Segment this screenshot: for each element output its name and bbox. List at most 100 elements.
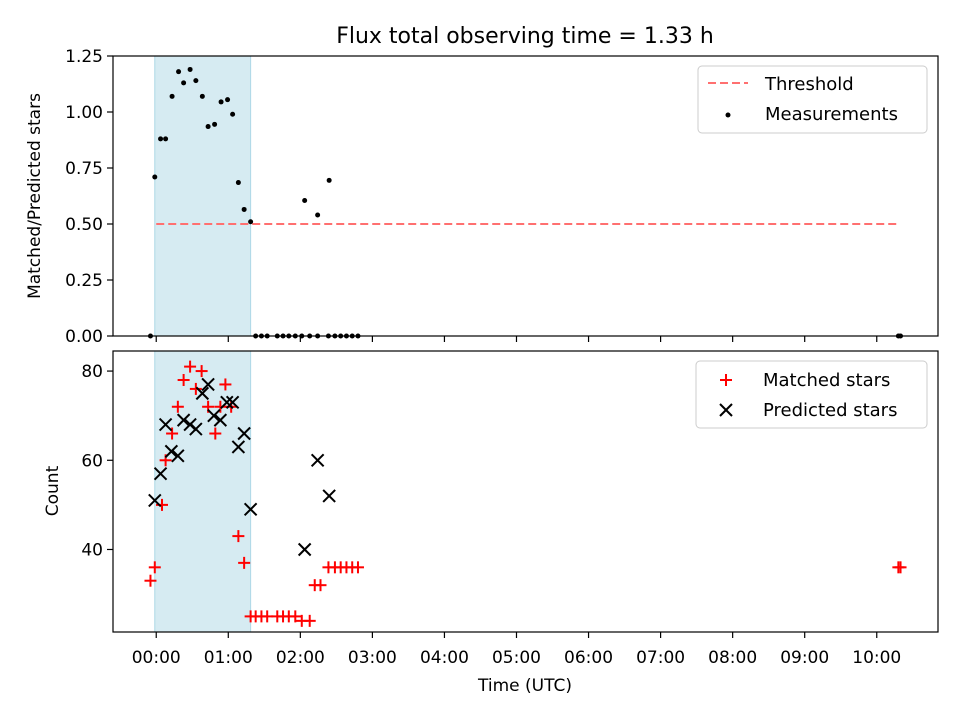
predicted-star-marker	[322, 489, 336, 503]
measurement-point	[248, 219, 254, 225]
matched-star-marker	[209, 427, 222, 440]
count-y-tick-label: 60	[81, 451, 103, 471]
ratio-y-tick-label: 0.50	[65, 215, 103, 235]
measurement-point	[225, 97, 231, 103]
matched-star-marker	[214, 400, 227, 413]
matched-star-marker	[238, 556, 251, 569]
ratio-y-tick-label: 0.25	[65, 271, 103, 291]
x-tick-label: 05:00	[492, 648, 541, 668]
matched-star-marker	[184, 360, 197, 373]
matched-star-marker	[261, 610, 274, 623]
count-y-tick-label: 40	[81, 540, 103, 560]
measurement-point	[169, 93, 175, 99]
matched-star-marker	[189, 382, 202, 395]
x-tick-label: 04:00	[420, 648, 469, 668]
measurement-point	[205, 124, 211, 130]
predicted-star-marker	[243, 502, 258, 517]
ratio-y-axis-label: Matched/Predicted stars	[25, 93, 45, 299]
predicted-star-marker	[207, 408, 221, 423]
matched-star-marker	[289, 610, 302, 623]
measurement-point	[193, 78, 199, 84]
count-panel: 40 60 80 00:00 01:00 02:00 03:00 04:00 05:00 06:…	[43, 350, 939, 696]
measurement-point	[235, 180, 241, 186]
ratio-y-tick-label: 0.00	[65, 327, 103, 347]
predicted-star-marker	[158, 417, 173, 432]
count-y-axis-label: Count	[43, 465, 63, 516]
predicted-star-marker	[164, 444, 179, 459]
measurement-point	[315, 212, 321, 218]
measurement-point	[158, 136, 164, 142]
ratio-y-tick-label: 1.25	[65, 47, 103, 67]
predicted-star-marker	[297, 542, 312, 557]
measurement-point	[181, 80, 187, 86]
measurement-point	[152, 174, 158, 180]
predicted-star-marker	[310, 453, 325, 467]
count-legend: Matched stars Predicted stars	[695, 360, 928, 429]
measurement-point	[218, 99, 224, 105]
legend-matched-swatch	[720, 374, 732, 386]
matched-star-marker	[195, 365, 208, 378]
matched-star-marker	[177, 373, 190, 386]
x-tick-label: 00:00	[132, 648, 181, 668]
predicted-star-marker	[220, 395, 234, 410]
measurement-point	[241, 206, 247, 212]
matched-star-marker	[894, 561, 907, 574]
chart-title: Flux total observing time = 1.33 h	[336, 24, 714, 49]
x-tick-label: 08:00	[708, 648, 757, 668]
legend-measurements-swatch	[725, 112, 731, 118]
measurement-point	[212, 121, 218, 127]
x-tick-label: 02:00	[276, 648, 325, 668]
count-legend-box	[695, 360, 928, 429]
x-tick-label: 06:00	[564, 648, 613, 668]
x-tick-label: 01:00	[204, 648, 253, 668]
legend-measurements-label: Measurements	[765, 104, 898, 125]
matched-star-marker	[166, 427, 179, 440]
ratio-panel: 0.00 0.25 0.50 0.75 1.00 1.25 Matched/Predict…	[25, 47, 939, 347]
predicted-star-marker	[148, 493, 162, 508]
x-tick-label: 09:00	[780, 648, 829, 668]
predicted-star-marker	[237, 426, 251, 441]
matched-star-marker	[351, 561, 364, 574]
count-y-tick-label: 80	[81, 362, 103, 382]
predicted-star-marker	[176, 413, 191, 427]
x-tick-label: 03:00	[348, 648, 397, 668]
matched-star-marker	[219, 378, 232, 391]
measurement-point	[187, 66, 193, 72]
x-tick-label: 10:00	[852, 648, 901, 668]
predicted-star-marker	[153, 466, 168, 481]
ratio-legend-box	[697, 65, 928, 134]
x-axis-label: Time (UTC)	[477, 676, 572, 696]
predicted-star-marker	[195, 386, 210, 401]
ratio-y-tick-label: 0.75	[65, 159, 103, 179]
legend-predicted-swatch	[719, 403, 733, 417]
predicted-star-marker	[171, 449, 185, 463]
matched-star-marker	[171, 400, 184, 413]
measurement-point	[199, 93, 205, 99]
legend-matched-label: Matched stars	[763, 370, 890, 391]
measurement-point	[230, 111, 236, 117]
ratio-plot-frame	[112, 55, 939, 337]
ratio-shaded-interval	[154, 55, 252, 337]
predicted-star-marker	[189, 422, 203, 436]
legend-predicted-label: Predicted stars	[763, 400, 897, 421]
measurement-point	[163, 136, 169, 142]
ratio-legend: Threshold Measurements	[697, 65, 928, 134]
matched-star-marker	[232, 530, 245, 543]
measurement-point	[302, 197, 308, 203]
matched-star-marker	[314, 579, 327, 592]
count-plot-frame	[112, 350, 939, 633]
predicted-star-marker	[225, 395, 240, 410]
x-tick-label: 07:00	[636, 648, 685, 668]
legend-threshold-label: Threshold	[764, 74, 854, 95]
measurement-point	[176, 69, 182, 75]
ratio-y-tick-label: 1.00	[65, 103, 103, 123]
matched-star-marker	[303, 614, 316, 627]
measurement-point	[326, 177, 332, 183]
predicted-star-marker	[213, 413, 228, 427]
predicted-star-marker	[201, 377, 215, 392]
matched-star-marker	[144, 574, 157, 587]
predicted-star-marker	[231, 440, 246, 454]
matched-star-marker	[148, 561, 161, 574]
count-shaded-interval	[154, 350, 252, 633]
